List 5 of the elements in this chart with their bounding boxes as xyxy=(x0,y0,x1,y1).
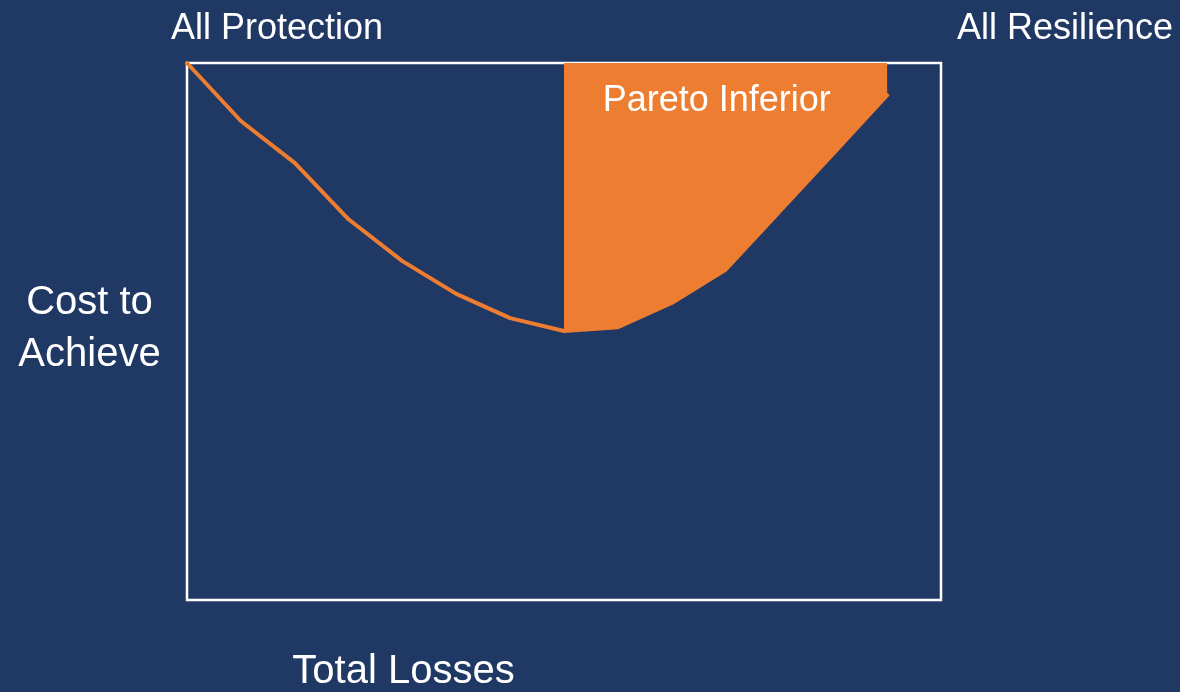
y-axis-title: Cost to Achieve xyxy=(18,277,161,374)
text: All Resilience xyxy=(956,6,1173,47)
text: All Protection xyxy=(170,6,384,47)
series-label: Pareto Inferior xyxy=(602,78,831,119)
x-axis-title: Total Losses xyxy=(292,646,515,691)
